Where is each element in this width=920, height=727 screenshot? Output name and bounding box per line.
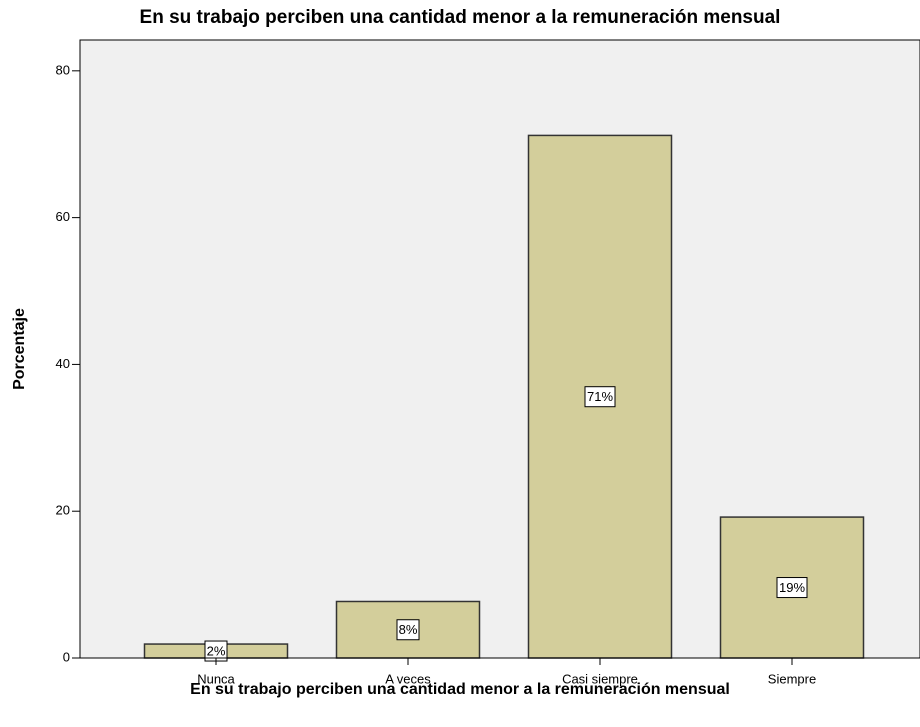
x-axis-title: En su trabajo perciben una cantidad meno… bbox=[190, 681, 730, 698]
chart-title: En su trabajo perciben una cantidad meno… bbox=[140, 7, 781, 28]
y-tick-label: 80 bbox=[56, 62, 70, 77]
y-tick-label: 40 bbox=[56, 356, 70, 371]
x-tick-label: A veces bbox=[385, 671, 431, 686]
bar bbox=[719, 516, 865, 659]
data-label: 19% bbox=[779, 580, 805, 595]
y-axis-title: Porcentaje bbox=[11, 308, 28, 390]
y-tick-label: 0 bbox=[63, 649, 70, 664]
x-tick-label: Casi siempre bbox=[562, 671, 638, 686]
x-tick-label: Nunca bbox=[197, 671, 235, 686]
y-tick-label: 20 bbox=[56, 503, 70, 518]
x-tick-label: Siempre bbox=[768, 671, 816, 686]
data-label: 8% bbox=[399, 622, 418, 637]
data-label-box bbox=[776, 577, 808, 599]
data-label-box bbox=[584, 386, 616, 408]
y-tick-label: 60 bbox=[56, 209, 70, 224]
data-label-box bbox=[396, 619, 420, 641]
data-label: 71% bbox=[587, 389, 613, 404]
data-label: 2% bbox=[207, 643, 226, 658]
